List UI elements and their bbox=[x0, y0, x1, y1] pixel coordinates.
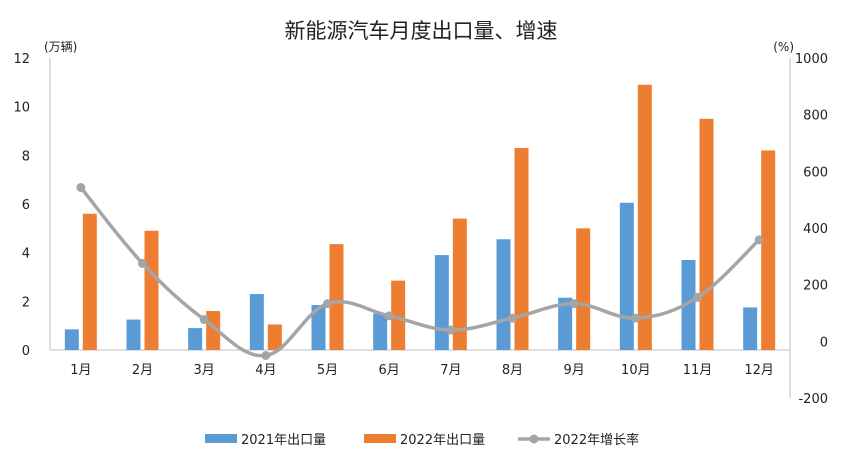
bar-y2021-1 bbox=[64, 329, 79, 350]
chart-title: 新能源汽车月度出口量、增速 bbox=[285, 19, 558, 43]
growth-rate-point-7 bbox=[446, 325, 456, 335]
legend-label-2: 2022年出口量 bbox=[400, 433, 485, 448]
category-label: 12月 bbox=[744, 363, 774, 378]
category-label: 8月 bbox=[502, 363, 523, 378]
bar-y2022-3 bbox=[206, 311, 221, 350]
legend-marker-3 bbox=[529, 434, 539, 444]
growth-rate-point-10 bbox=[631, 313, 641, 323]
bar-y2022-10 bbox=[637, 84, 652, 351]
legend-label-3: 2022年增长率 bbox=[554, 432, 639, 448]
bar-y2021-2 bbox=[126, 319, 141, 350]
left-axis-unit: (万辆) bbox=[44, 40, 77, 54]
category-label: 2月 bbox=[132, 363, 153, 378]
left-tick-label: 4 bbox=[22, 247, 30, 262]
bar-y2021-9 bbox=[558, 297, 573, 350]
bar-y2022-6 bbox=[391, 280, 406, 350]
bar-y2021-4 bbox=[249, 294, 264, 350]
category-label: 5月 bbox=[317, 363, 338, 378]
right-tick-label: 800 bbox=[803, 109, 828, 124]
growth-rate-point-3 bbox=[199, 315, 209, 325]
left-tick-label: 2 bbox=[22, 295, 30, 310]
right-tick-label: 200 bbox=[803, 279, 828, 294]
growth-rate-point-8 bbox=[508, 313, 517, 323]
category-label: 4月 bbox=[255, 363, 276, 378]
growth-rate-point-1 bbox=[76, 182, 86, 192]
category-label: 7月 bbox=[440, 363, 461, 378]
right-axis-unit: (%) bbox=[773, 40, 794, 54]
legend: 2021年出口量 2022年出口量 2022年增长率 bbox=[205, 432, 639, 448]
bar-y2022-12 bbox=[761, 150, 776, 350]
legend-swatch-2 bbox=[364, 434, 396, 443]
bar-y2021-10 bbox=[619, 202, 634, 350]
left-tick-label: 8 bbox=[22, 149, 30, 164]
growth-rate-point-5 bbox=[323, 299, 332, 309]
category-label: 3月 bbox=[194, 363, 215, 378]
right-tick-label: -200 bbox=[798, 392, 828, 407]
bar-y2022-8 bbox=[514, 148, 529, 350]
legend-label-1: 2021年出口量 bbox=[241, 433, 326, 448]
growth-rate-line bbox=[79, 185, 761, 358]
legend-swatch-1 bbox=[205, 434, 237, 443]
right-tick-label: 0 bbox=[820, 335, 828, 350]
bar-y2021-7 bbox=[434, 255, 449, 350]
category-label: 1月 bbox=[70, 363, 91, 378]
bar-y2022-11 bbox=[699, 118, 714, 350]
right-tick-label: 1000 bbox=[795, 52, 828, 67]
bar-y2021-5 bbox=[311, 304, 326, 350]
bar-y2022-9 bbox=[576, 228, 591, 350]
right-tick-label: 600 bbox=[803, 165, 828, 180]
bar-y2021-12 bbox=[743, 307, 758, 350]
bar-y2022-2 bbox=[144, 230, 159, 350]
left-tick-label: 12 bbox=[13, 52, 30, 67]
left-tick-label: 10 bbox=[13, 101, 30, 116]
bar-y2022-5 bbox=[329, 244, 344, 350]
growth-rate-point-4 bbox=[261, 351, 271, 360]
bar-y2021-8 bbox=[496, 239, 511, 350]
growth-rate-point-2 bbox=[138, 258, 147, 268]
bar-y2021-6 bbox=[373, 313, 388, 350]
growth-rate-point-12 bbox=[754, 235, 764, 245]
bar-y2022-7 bbox=[452, 218, 467, 350]
growth-rate-point-11 bbox=[693, 292, 702, 302]
category-label: 11月 bbox=[683, 363, 713, 378]
growth-rate-point-6 bbox=[384, 311, 394, 321]
bar-y2022-1 bbox=[82, 213, 97, 350]
bar-y2022-4 bbox=[267, 324, 282, 350]
line-layer bbox=[76, 182, 764, 360]
category-label: 6月 bbox=[379, 363, 400, 378]
growth-rate-point-9 bbox=[569, 299, 579, 309]
left-tick-label: 6 bbox=[22, 198, 30, 213]
bar-layer bbox=[64, 84, 776, 351]
category-label: 10月 bbox=[621, 363, 651, 378]
bar-y2021-3 bbox=[188, 328, 203, 350]
category-label: 9月 bbox=[564, 363, 585, 378]
axes: 0 2 4 6 8 10 12 -200 0 200 400 600 800 1000 1月 2月 3月 4月 5月… bbox=[13, 52, 828, 407]
bar-y2021-11 bbox=[681, 259, 696, 350]
left-tick-label: 0 bbox=[22, 344, 30, 359]
right-tick-label: 400 bbox=[803, 222, 828, 237]
